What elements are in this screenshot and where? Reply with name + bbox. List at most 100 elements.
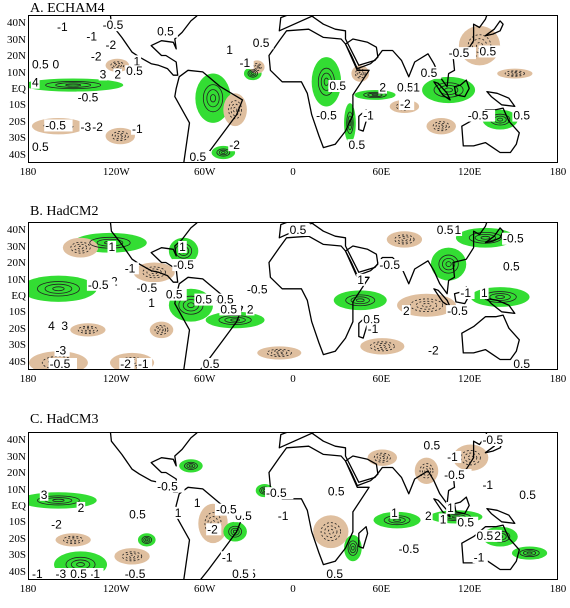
contour-line	[432, 121, 450, 132]
contour-line	[421, 303, 432, 308]
coastline-sumatra	[433, 288, 451, 308]
contour-label-bg	[401, 305, 411, 318]
negative-anomaly-region	[453, 444, 489, 471]
contour-label: -0.5	[503, 232, 524, 246]
lat-label: 40S	[8, 148, 26, 161]
anomaly-shading	[29, 227, 530, 369]
lat-label: 20S	[8, 322, 26, 335]
contour-line	[125, 553, 139, 560]
contour-line	[249, 70, 257, 77]
contour-label-bg	[188, 151, 211, 162]
coastline-namerica	[109, 433, 198, 493]
contour-label-bg	[54, 344, 70, 357]
contour-line	[401, 237, 408, 242]
contour-line	[347, 115, 353, 131]
contour-label-bg	[446, 450, 462, 463]
lat-label: 30N	[7, 240, 26, 253]
contour-label: 0.5	[232, 567, 249, 580]
contour-line	[216, 148, 231, 157]
contour-label-bg	[502, 232, 531, 245]
contour-line	[445, 261, 452, 267]
contour-line	[145, 538, 149, 542]
positive-anomaly-region	[455, 227, 515, 248]
contour-line	[519, 549, 540, 558]
contour-label-bg	[512, 109, 535, 122]
lat-label: 40S	[8, 565, 26, 578]
contour-label-bg	[31, 568, 47, 579]
lon-label: 0	[290, 166, 296, 178]
contour-label: 0.5	[421, 66, 438, 80]
contour-label-bg	[456, 516, 479, 529]
contour-label-bg	[85, 30, 101, 43]
contour-label-bg	[79, 121, 95, 134]
contour-line	[324, 525, 338, 538]
lat-label: EQ	[11, 83, 26, 95]
contour-label: 1	[194, 496, 201, 510]
contour-label: 1	[454, 223, 461, 237]
lon-label: 60E	[372, 583, 391, 595]
coastline-arabia	[344, 455, 379, 487]
lon-label: 180	[19, 166, 37, 178]
contour-label: -0.5	[316, 109, 337, 123]
contour-line	[255, 65, 259, 69]
contour-line	[129, 554, 136, 558]
coastline-japan	[484, 20, 504, 37]
contour-line	[371, 93, 379, 97]
contour-label: 0.5	[503, 260, 520, 274]
contour-label-bg	[135, 282, 164, 295]
contour-label: 1	[109, 240, 116, 254]
contour-label-bg	[356, 273, 365, 286]
contour-label-bg	[76, 501, 86, 514]
contour-line	[480, 235, 491, 240]
contour-label: 0.5	[480, 44, 497, 58]
contour-label-bg	[31, 140, 53, 153]
contour-line	[474, 233, 497, 242]
contour-label: 0.5	[457, 516, 474, 530]
lat-label: 30N	[7, 33, 26, 46]
contour-label: 3	[41, 488, 48, 502]
contour-label-bg	[192, 497, 202, 509]
negative-anomaly-region	[55, 533, 91, 547]
contour-label-bg	[47, 319, 56, 332]
lat-label: 40S	[8, 355, 26, 368]
coastline-eurasia	[278, 433, 488, 505]
contour-label: 0.5	[126, 64, 143, 78]
contour-label: -1	[278, 509, 289, 523]
contour-label-bg	[472, 551, 488, 564]
lat-label: 10N	[7, 273, 26, 286]
contour-line	[378, 344, 387, 348]
contour-label: -1	[240, 56, 251, 70]
contour-label: 1	[179, 240, 186, 254]
contour-line	[232, 106, 238, 113]
contour-label: -0.5	[103, 18, 124, 32]
contour-label: 0	[53, 58, 60, 72]
contour-line	[363, 91, 387, 99]
contour-line	[114, 132, 126, 140]
contour-label: 0.5	[70, 567, 87, 580]
contour-label: -0.5	[266, 486, 287, 500]
contour-label-bg	[443, 469, 472, 482]
lon-label: 180	[549, 373, 567, 385]
negative-anomaly-region	[360, 338, 405, 355]
contour-line	[186, 463, 196, 469]
contour-label: 0.5	[32, 140, 49, 154]
contour-labels: 0.50.51-0.511-1-0.50.5-2-0.5-0.5-0.5-0.5…	[47, 223, 535, 369]
contour-line	[347, 540, 359, 556]
contour-label-bg	[31, 58, 53, 71]
contour-label: -3	[56, 344, 67, 358]
lat-label: 20N	[7, 50, 26, 63]
contour-label: -3	[81, 120, 92, 134]
contour-label-bg	[512, 358, 535, 369]
negative-anomaly-region	[114, 548, 150, 565]
contour-label: -1	[474, 550, 485, 564]
contour-label-bg	[493, 529, 502, 542]
contour-line	[351, 545, 355, 551]
contour-label: 0.5	[477, 529, 494, 543]
contour-label: 0.5	[253, 36, 270, 50]
contour-label-bg	[131, 122, 147, 135]
contour-label-bg	[76, 91, 105, 104]
contour-line	[247, 69, 259, 78]
lon-label: 180	[19, 583, 37, 595]
contour-label-bg	[225, 43, 234, 56]
contour-label: 0.5	[328, 484, 345, 498]
